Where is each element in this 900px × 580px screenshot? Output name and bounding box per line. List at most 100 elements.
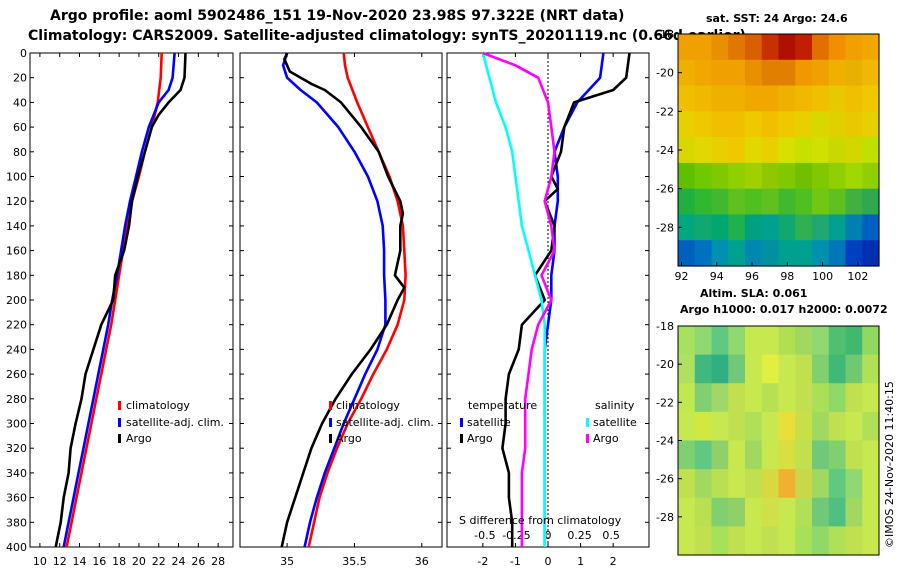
x-tick-label: -1 xyxy=(510,555,521,568)
map-cell xyxy=(728,326,746,356)
map-cell xyxy=(778,469,796,499)
map-cell xyxy=(728,354,746,384)
x-tick-label: 26 xyxy=(191,555,205,568)
imos-watermark: ©IMOS 24-Nov-2020 11:40:15 xyxy=(883,381,896,548)
map-cell xyxy=(761,469,780,499)
map-cell xyxy=(812,240,830,267)
depth-tick-label: 20 xyxy=(13,72,27,85)
map-cell xyxy=(711,34,729,61)
map-cell xyxy=(845,411,863,442)
depth-tick-label: 300 xyxy=(6,418,27,431)
map-cell xyxy=(778,326,796,356)
map-cell xyxy=(678,85,696,112)
map-cell xyxy=(745,188,763,216)
map-cell xyxy=(745,59,763,87)
map-cell xyxy=(678,59,696,87)
x-tick-label: 28 xyxy=(211,555,225,568)
map-cell xyxy=(745,85,763,112)
map-cell xyxy=(778,59,796,87)
x-tick-label: 14 xyxy=(73,555,87,568)
map-cell xyxy=(845,469,863,499)
map-cell xyxy=(678,354,696,384)
map-cell xyxy=(862,383,880,413)
legend-label-argo: Argo xyxy=(126,432,152,445)
map-cell xyxy=(711,111,729,138)
map-cell xyxy=(862,411,880,442)
series-argo xyxy=(54,52,187,548)
map-cell xyxy=(745,526,763,556)
map-cell xyxy=(778,526,796,556)
map-cell xyxy=(745,326,763,356)
map-cell xyxy=(795,440,813,470)
map-cell xyxy=(711,526,729,556)
map-cell xyxy=(845,240,863,267)
map-cell xyxy=(845,111,863,138)
map-cell xyxy=(862,214,880,241)
x-tick-label: 36 xyxy=(415,555,429,568)
depth-tick-label: 380 xyxy=(6,516,27,529)
map-cell xyxy=(845,354,863,384)
map-y-tick-label: -18 xyxy=(656,320,674,333)
legend-label-sal-satellite: satellite xyxy=(593,416,637,429)
map-cell xyxy=(678,162,696,190)
s-tick-label: 0.25 xyxy=(567,529,592,542)
map-cell xyxy=(711,411,729,442)
map-cell xyxy=(778,111,796,138)
x-tick-label: 35.5 xyxy=(342,555,367,568)
map-y-tick-label: -24 xyxy=(656,144,674,157)
depth-tick-label: 0 xyxy=(20,47,27,60)
depth-tick-label: 360 xyxy=(6,492,27,505)
map-cell xyxy=(778,354,796,384)
map-cell xyxy=(678,214,696,241)
map-cell xyxy=(795,137,813,164)
legend-swatch-climatology xyxy=(329,401,332,410)
depth-tick-label: 240 xyxy=(6,343,27,356)
map-cell xyxy=(728,240,746,267)
map-cell xyxy=(711,354,729,384)
map-cell xyxy=(694,85,713,112)
map-cell xyxy=(862,188,880,216)
map-cell xyxy=(761,326,780,356)
map-cell xyxy=(812,440,830,470)
map-cell xyxy=(728,111,746,138)
map-cell xyxy=(761,162,780,190)
map-cell xyxy=(845,188,863,216)
s-tick-label: -0.5 xyxy=(474,529,495,542)
map-cell xyxy=(745,214,763,241)
map-cell xyxy=(795,411,813,442)
map-cell xyxy=(761,111,780,138)
depth-tick-label: 200 xyxy=(6,294,27,307)
map-x-tick-label: 94 xyxy=(710,270,724,283)
map-cell xyxy=(761,440,780,470)
map-cell xyxy=(845,59,863,87)
map-cell xyxy=(678,240,696,267)
map-cell xyxy=(678,440,696,470)
map-cell xyxy=(728,383,746,413)
map-cell xyxy=(862,354,880,384)
map-cell xyxy=(812,188,830,216)
map-cell xyxy=(728,440,746,470)
map-x-tick-label: 102 xyxy=(847,270,868,283)
map-cell xyxy=(795,111,813,138)
map-cell xyxy=(694,326,713,356)
map-cell xyxy=(778,162,796,190)
depth-tick-label: 340 xyxy=(6,467,27,480)
map-cell xyxy=(761,85,780,112)
x-tick-label: 2 xyxy=(610,555,617,568)
map-cell xyxy=(795,326,813,356)
map-cell xyxy=(761,34,780,61)
map-cell xyxy=(828,59,847,87)
depth-tick-label: 160 xyxy=(6,245,27,258)
map-cell xyxy=(711,162,729,190)
map-cell xyxy=(728,188,746,216)
series-salinity-argo xyxy=(482,51,556,547)
sst-map: -18 -20 -22 -24 -26 -28 92 94 96 98 100 102 xyxy=(656,28,880,283)
x-tick-label: 18 xyxy=(112,555,126,568)
map-cell xyxy=(678,497,696,527)
map-cell xyxy=(812,383,830,413)
map-cell xyxy=(761,526,780,556)
series-satellite-adj-clim- xyxy=(281,52,387,548)
map-cell xyxy=(795,188,813,216)
sla-map-title: Argo h1000: 0.017 h2000: 0.0072 xyxy=(680,303,888,316)
